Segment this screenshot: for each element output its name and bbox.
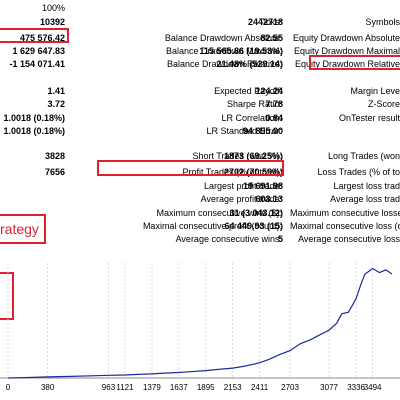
col3-value-7: 94 895.00 (242, 126, 283, 136)
balance-series-line-0 (7, 267, 393, 379)
col4-label-0: Symbols (365, 17, 400, 27)
col4-label-1: Equity Drawdown Absolute (292, 33, 400, 43)
top-percentage: 100% (41, 3, 65, 13)
x-tick-label-1: 380 (41, 383, 55, 392)
col1-value-0: 10392 (39, 17, 65, 27)
x-tick-label-6: 1895 (197, 383, 215, 392)
col1-value-3: -1 154 071.41 (9, 59, 65, 69)
strategy-label: rategy (0, 221, 39, 237)
col4-label-12: Maximal consecutive loss (cou (290, 221, 400, 231)
col1-value-2: 1 629 647.83 (12, 46, 65, 56)
col2-label-9: Profit Trades (% of total): (182, 167, 282, 177)
col4-label-6: OnTester result (338, 113, 400, 123)
col2-label-4: Expected Payoff: (214, 86, 282, 96)
col4-label-3: Equity Drawdown Relative (294, 59, 400, 69)
col1-value-8: 3828 (44, 151, 65, 161)
col4-label-9: Largest loss trad (333, 181, 400, 191)
col3-value-13: 64 449.93 (15) (224, 221, 283, 231)
col4-label-8: Loss Trades (% of to (317, 167, 400, 177)
x-tick-label-12: 3494 (364, 383, 382, 392)
highlight-chart-legend (0, 272, 14, 320)
x-tick-label-8: 2411 (251, 383, 269, 392)
col2-label-1: Balance Drawdown Absolute: (164, 33, 282, 43)
col3-value-0: 2442718 (247, 17, 283, 27)
col2-label-0: Ticks: (258, 17, 282, 27)
col3-value-5: 7.78 (265, 99, 283, 109)
col1-value-9: 7656 (44, 167, 65, 177)
x-tick-label-11: 3336 (347, 383, 365, 392)
col1-value-1: 475 576.42 (19, 33, 65, 43)
x-tick-label-5: 1637 (170, 383, 188, 392)
col2-label-7: LR Standard Error: (206, 126, 282, 136)
col2-label-11: Average profit trade: (200, 194, 282, 204)
col2-label-3: Balance Drawdown Relative: (166, 59, 282, 69)
col1-value-4: 1.41 (47, 86, 65, 96)
col4-label-4: Margin Leve (350, 86, 400, 96)
col2-label-8: Short Trades (won %): (192, 151, 282, 161)
x-tick-label-3: 1121 (116, 383, 134, 392)
col1-value-6: 1.0018 (0.18%) (3, 113, 65, 123)
balance-chart: 0 380 963 1121 1379 1637 1895 2153 2411 2703 3077 3… (0, 263, 400, 392)
col3-value-2: 115 565.86 (19.53%) (199, 46, 283, 56)
x-tick-label-4: 1379 (143, 383, 161, 392)
highlight-profit-trades (97, 160, 284, 176)
col3-value-9: 2702 (70.59%) (223, 167, 283, 177)
col3-value-8: 1873 (69.25%) (223, 151, 283, 161)
col2-label-13: Maximal consecutive profit (count): (142, 221, 282, 231)
col4-label-2: Equity Drawdown Maximal (293, 46, 400, 56)
col2-label-10: Largest profit trade: (203, 181, 282, 191)
col3-value-12: 31 (3 043.12) (229, 208, 283, 218)
col3-value-4: 124.24 (255, 86, 283, 96)
col1-value-5: 3.72 (47, 99, 65, 109)
col2-label-6: LR Correlation: (221, 113, 282, 123)
x-tick-label-0: 0 (6, 383, 11, 392)
col2-label-12: Maximum consecutive wins ($): (156, 208, 282, 218)
x-tick-label-2: 963 (102, 383, 116, 392)
col4-label-13: Average consecutive loss (298, 234, 400, 244)
col3-value-1: 82.55 (260, 33, 283, 43)
x-tick-label-10: 3077 (320, 383, 338, 392)
col4-label-11: Maximum consecutive losses (290, 208, 400, 218)
col3-value-11: 603.13 (255, 194, 283, 204)
col2-label-14: Average consecutive wins: (175, 234, 282, 244)
col2-label-5: Sharpe Ratio: (226, 99, 282, 109)
highlight-equity-drawdown-relative (309, 55, 400, 70)
col3-value-14: 5 (277, 234, 283, 244)
col3-value-3: 21.48% (529.14) (216, 59, 283, 69)
col4-label-7: Long Trades (won (327, 151, 400, 161)
col4-label-10: Average loss trad (330, 194, 400, 204)
x-tick-label-7: 2153 (224, 383, 242, 392)
col1-value-7: 1.0018 (0.18%) (3, 126, 65, 136)
col2-label-2: Balance Drawdown Maximal: (165, 46, 282, 56)
highlight-strategy-label (0, 214, 46, 244)
col3-value-10: 19 691.98 (242, 181, 283, 191)
x-tick-label-9: 2703 (281, 383, 299, 392)
highlight-balance-drawdown-absolute (0, 28, 69, 43)
col3-value-6: 0.84 (265, 113, 283, 123)
col4-label-5: Z-Score (367, 99, 400, 109)
